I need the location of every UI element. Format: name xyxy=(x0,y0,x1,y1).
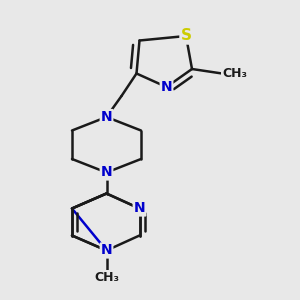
Text: N: N xyxy=(161,80,172,94)
Text: N: N xyxy=(101,166,112,179)
Text: S: S xyxy=(181,28,191,44)
Text: N: N xyxy=(134,202,145,215)
Text: N: N xyxy=(101,110,112,124)
Text: CH₃: CH₃ xyxy=(94,271,119,284)
Text: N: N xyxy=(101,244,112,257)
Text: CH₃: CH₃ xyxy=(222,67,247,80)
